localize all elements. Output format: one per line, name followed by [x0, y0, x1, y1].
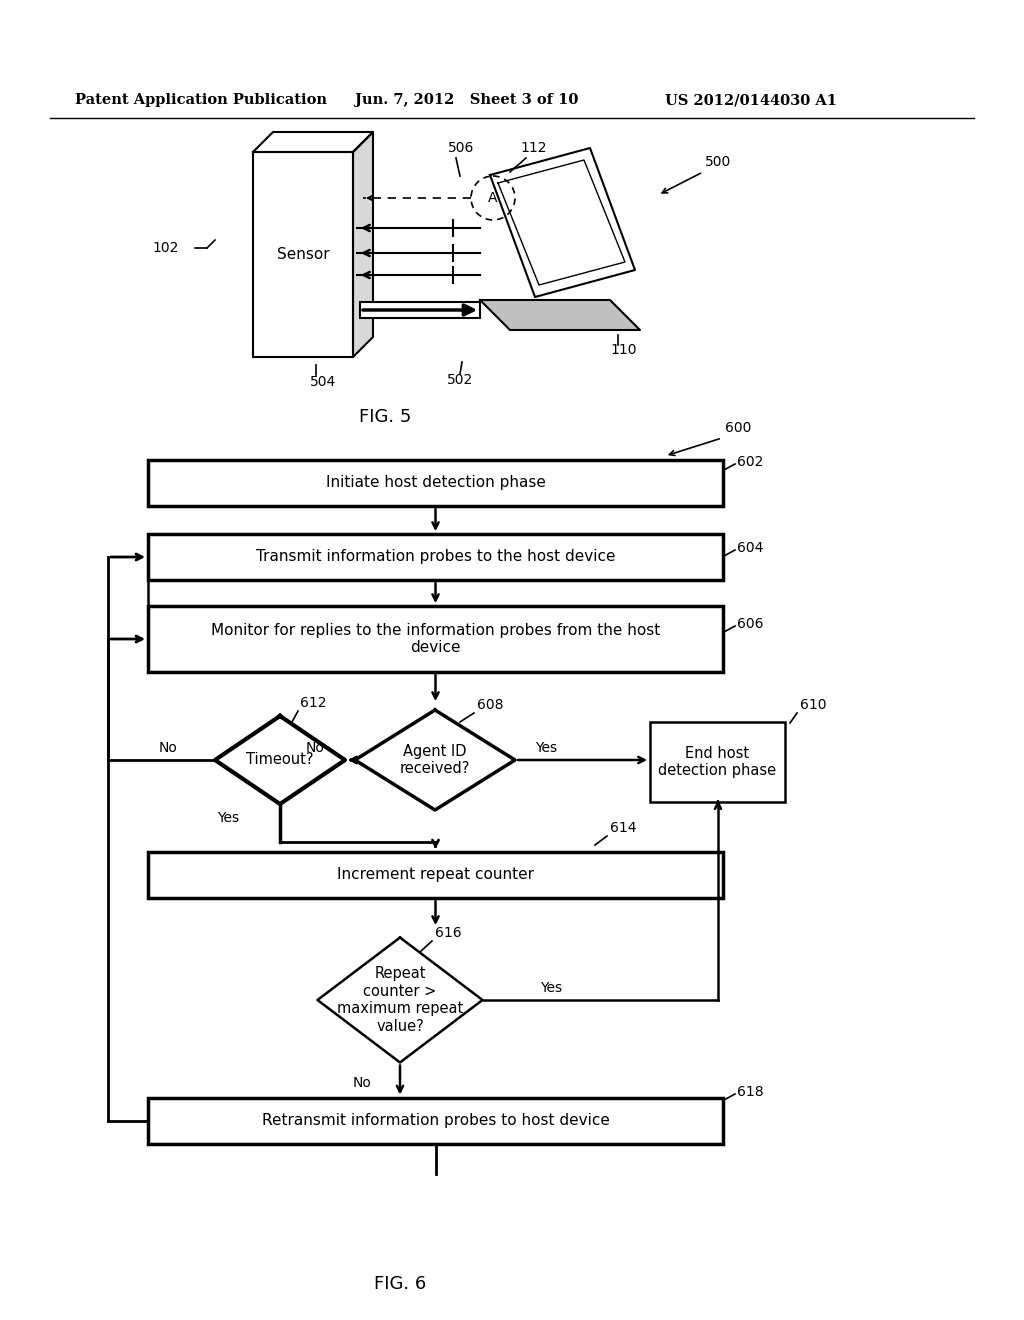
Text: 602: 602 [737, 455, 763, 469]
Bar [148, 459, 723, 506]
Bar [360, 302, 480, 318]
Polygon shape [480, 300, 640, 330]
Text: 506: 506 [449, 141, 474, 154]
Text: FIG. 5: FIG. 5 [358, 408, 412, 426]
Text: Yes: Yes [540, 981, 562, 995]
Text: 102: 102 [152, 242, 178, 255]
Text: Retransmit information probes to host device: Retransmit information probes to host de… [261, 1114, 609, 1129]
Text: Repeat
counter >
maximum repeat
value?: Repeat counter > maximum repeat value? [337, 966, 463, 1034]
Text: Yes: Yes [217, 810, 239, 825]
Bar [148, 1098, 723, 1144]
Text: Initiate host detection phase: Initiate host detection phase [326, 475, 546, 491]
Text: Sensor: Sensor [276, 247, 330, 261]
Polygon shape [490, 148, 635, 297]
Text: No: No [305, 741, 325, 755]
Bar [253, 152, 353, 356]
Text: 612: 612 [300, 696, 327, 710]
Text: 604: 604 [737, 541, 763, 554]
Text: 112: 112 [520, 141, 547, 154]
Text: FIG. 6: FIG. 6 [374, 1275, 426, 1294]
Text: Yes: Yes [535, 741, 557, 755]
Text: 502: 502 [447, 374, 473, 387]
Text: 606: 606 [737, 616, 764, 631]
Text: 608: 608 [477, 698, 504, 711]
Bar [148, 606, 723, 672]
Text: No: No [159, 741, 177, 755]
Text: Patent Application Publication: Patent Application Publication [75, 92, 327, 107]
Bar [650, 722, 785, 803]
Text: Jun. 7, 2012   Sheet 3 of 10: Jun. 7, 2012 Sheet 3 of 10 [355, 92, 579, 107]
Text: 600: 600 [725, 421, 752, 436]
Text: Monitor for replies to the information probes from the host
device: Monitor for replies to the information p… [211, 623, 660, 655]
Text: Increment repeat counter: Increment repeat counter [337, 867, 534, 883]
Polygon shape [253, 132, 373, 152]
Text: 614: 614 [610, 821, 637, 836]
Bar [148, 851, 723, 898]
Polygon shape [317, 937, 482, 1063]
Text: 610: 610 [800, 698, 826, 711]
Polygon shape [215, 715, 345, 804]
Polygon shape [353, 132, 373, 356]
Polygon shape [355, 710, 515, 810]
Text: A: A [488, 191, 498, 205]
Text: 110: 110 [610, 343, 637, 356]
Text: Agent ID
received?: Agent ID received? [399, 743, 470, 776]
Text: No: No [352, 1076, 372, 1090]
Text: End host
detection phase: End host detection phase [658, 746, 776, 779]
Text: US 2012/0144030 A1: US 2012/0144030 A1 [665, 92, 837, 107]
Text: 500: 500 [705, 154, 731, 169]
Text: 504: 504 [310, 375, 336, 389]
Text: Timeout?: Timeout? [246, 752, 313, 767]
Text: 616: 616 [435, 927, 462, 940]
Text: Transmit information probes to the host device: Transmit information probes to the host … [256, 549, 615, 565]
Bar [148, 535, 723, 579]
Text: 618: 618 [737, 1085, 764, 1100]
